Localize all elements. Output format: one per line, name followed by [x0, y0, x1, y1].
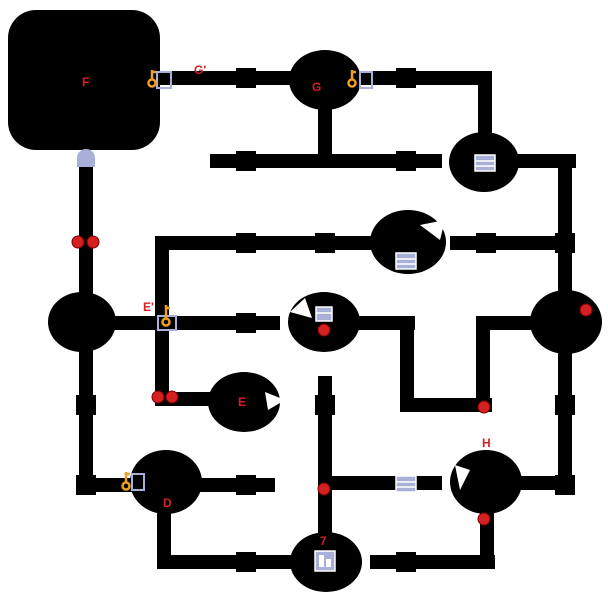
corridor-node [236, 151, 256, 171]
corridor [210, 154, 442, 168]
red-orb-icon[interactable] [317, 323, 331, 337]
notch [265, 392, 285, 410]
corridor-node [315, 233, 335, 253]
room-east[interactable] [530, 290, 602, 354]
room-label-f: F [82, 75, 89, 89]
chest-icon[interactable] [395, 252, 417, 270]
room-d[interactable] [130, 450, 202, 514]
red-orb-icon[interactable] [579, 303, 593, 317]
corridor [318, 376, 332, 546]
room-label-h: H [482, 436, 491, 450]
room-g[interactable] [289, 50, 361, 110]
door-label-e-prime: E' [143, 300, 154, 314]
corridor-node [236, 233, 256, 253]
corridor-node [76, 475, 96, 495]
corridor [157, 555, 297, 569]
corridor [400, 398, 492, 412]
red-orb-icon[interactable] [477, 512, 491, 526]
corridor [157, 505, 171, 565]
corridor-node [396, 151, 416, 171]
room-label-g: G [312, 80, 321, 94]
corridor [476, 316, 490, 411]
lock-icon[interactable] [131, 473, 145, 491]
corridor [195, 478, 275, 492]
corridor-node [555, 233, 575, 253]
corridor-node [236, 552, 256, 572]
door-label-g-prime: G' [194, 63, 206, 77]
red-orb-icon[interactable] [165, 390, 179, 404]
corridor [160, 71, 310, 85]
notch [290, 298, 312, 318]
key-icon[interactable] [347, 70, 357, 88]
keys [121, 70, 357, 491]
corridor-node [315, 395, 335, 415]
corridor-node [76, 395, 96, 415]
key-icon[interactable] [121, 472, 131, 491]
corridor [476, 316, 536, 330]
room-notches [265, 220, 470, 490]
corridor [155, 236, 387, 250]
red-orb-icon[interactable] [151, 390, 165, 404]
corridor [318, 476, 442, 490]
red-orb-icon[interactable] [86, 235, 100, 249]
corridor-node [396, 552, 416, 572]
lock-icon[interactable] [77, 149, 95, 167]
room-label-e: E [238, 395, 246, 409]
orbs [71, 235, 593, 526]
corridor [400, 316, 414, 411]
room-west[interactable] [48, 292, 116, 352]
labels: F G D E H 7 G' E' [82, 63, 491, 548]
locks [77, 71, 373, 491]
room-label-d: D [163, 496, 172, 510]
notch [455, 465, 470, 490]
room-f[interactable] [8, 10, 160, 150]
lock-icon[interactable] [157, 315, 177, 331]
corridor [345, 316, 415, 330]
room-h[interactable] [450, 450, 522, 514]
red-orb-icon[interactable] [71, 235, 85, 249]
chest-icon[interactable] [315, 306, 333, 322]
chest-icon[interactable] [395, 475, 417, 493]
chests [315, 154, 496, 493]
room-label-7: 7 [320, 534, 327, 548]
room-e[interactable] [208, 372, 280, 432]
corridor-node [396, 68, 416, 88]
corridor [370, 555, 495, 569]
stairs-icon[interactable] [314, 550, 336, 572]
chest-icon[interactable] [474, 154, 496, 172]
corridor-node [236, 475, 256, 495]
corridor-node [476, 233, 496, 253]
key-icon[interactable] [161, 305, 171, 327]
corridor-node [555, 395, 575, 415]
notch [420, 220, 445, 240]
room-center[interactable] [288, 292, 360, 352]
red-orb-icon[interactable] [317, 482, 331, 496]
corridor-node [236, 313, 256, 333]
lock-icon[interactable] [359, 71, 373, 89]
corridor-node [555, 475, 575, 495]
corridor [318, 100, 332, 162]
key-icon[interactable] [147, 70, 157, 88]
corridor-node [236, 68, 256, 88]
red-orb-icon[interactable] [477, 400, 491, 414]
lock-icon[interactable] [156, 71, 172, 89]
corridor-nodes [76, 68, 575, 572]
